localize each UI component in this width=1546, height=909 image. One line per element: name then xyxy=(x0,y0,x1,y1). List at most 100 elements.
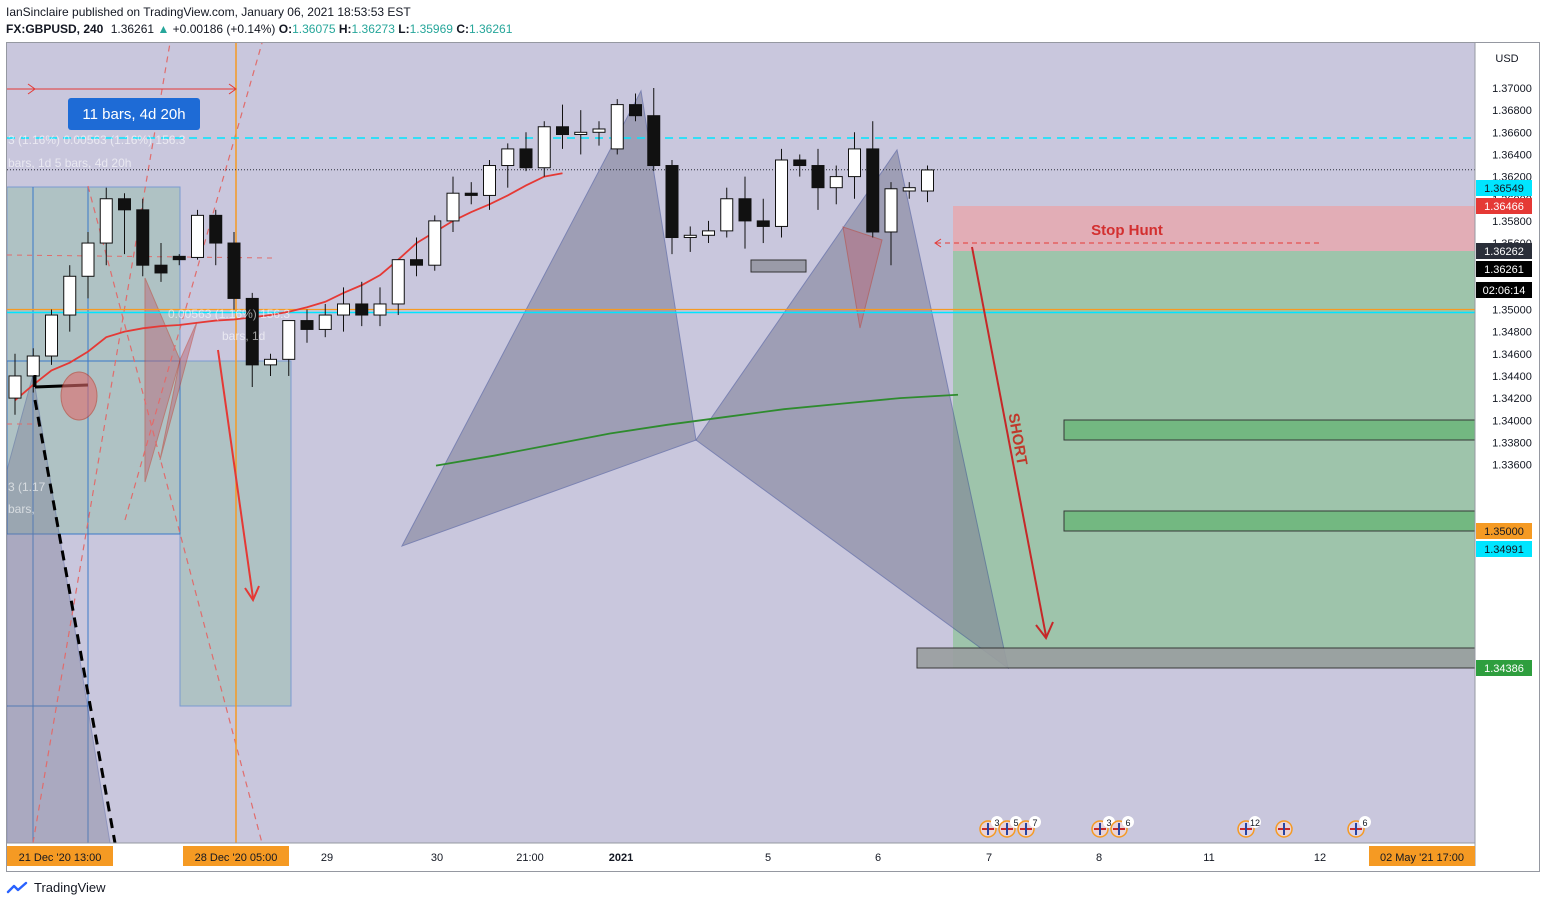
candle[interactable] xyxy=(26,348,40,393)
candle[interactable] xyxy=(464,182,478,205)
candle[interactable] xyxy=(884,182,898,266)
candle[interactable] xyxy=(8,353,22,415)
candle[interactable] xyxy=(245,292,259,388)
price-label[interactable]: 1.36549 xyxy=(1476,180,1532,196)
price-label[interactable]: 1.36261 xyxy=(1476,261,1532,277)
event-count: 6 xyxy=(1125,818,1130,828)
candle[interactable] xyxy=(793,154,807,177)
candle[interactable] xyxy=(373,287,387,327)
price-label[interactable]: 1.36466 xyxy=(1476,198,1532,214)
candle-body xyxy=(355,303,369,316)
candle[interactable] xyxy=(282,320,296,376)
candle-body xyxy=(282,320,296,360)
candle[interactable] xyxy=(172,254,186,266)
faded-measure-label: 3 (1.16%) 0.00563 (1.16%) 156.3 xyxy=(8,133,186,147)
candle[interactable] xyxy=(610,99,624,155)
candle[interactable] xyxy=(775,148,788,238)
candle[interactable] xyxy=(665,159,679,255)
time-highlight-label[interactable]: 28 Dec '20 05:00 xyxy=(183,846,289,866)
candle[interactable] xyxy=(683,226,697,252)
economic-event-marker[interactable] xyxy=(1275,820,1293,838)
price-label[interactable]: 1.35000 xyxy=(1476,523,1532,539)
candle[interactable] xyxy=(902,182,916,199)
candle[interactable] xyxy=(264,353,277,376)
candle[interactable] xyxy=(318,303,332,338)
time-highlight-bg xyxy=(1369,846,1475,866)
candle[interactable] xyxy=(829,165,843,205)
economic-event-marker[interactable]: 6 xyxy=(1347,816,1371,838)
time-highlight-label[interactable]: 21 Dec '20 13:00 xyxy=(7,846,113,866)
candle[interactable] xyxy=(921,165,934,203)
candle[interactable] xyxy=(483,159,496,210)
bars-measure-box[interactable]: 11 bars, 4d 20h xyxy=(68,98,200,130)
candle[interactable] xyxy=(355,281,369,327)
candle[interactable] xyxy=(519,132,533,172)
candle-body xyxy=(172,255,186,261)
candle[interactable] xyxy=(63,265,77,332)
candle-body xyxy=(410,259,423,266)
time-highlight-text: 02 May '21 17:00 xyxy=(1380,852,1464,864)
event-count: 7 xyxy=(1032,818,1037,828)
harmonic-pattern xyxy=(695,148,1009,670)
candle[interactable] xyxy=(537,121,551,177)
candle[interactable] xyxy=(118,193,131,255)
candle[interactable] xyxy=(848,132,861,199)
candle[interactable] xyxy=(191,209,204,260)
event-count: 3 xyxy=(1106,818,1111,828)
candle[interactable] xyxy=(720,187,734,238)
candle[interactable] xyxy=(391,259,405,316)
candle[interactable] xyxy=(866,121,880,238)
candle-body xyxy=(26,355,40,377)
footer[interactable]: TradingView xyxy=(6,880,106,895)
candle[interactable] xyxy=(446,176,460,232)
time-tick-label: 29 xyxy=(321,852,333,864)
economic-event-marker[interactable]: 3 5 7 xyxy=(979,816,1041,838)
candle[interactable] xyxy=(629,93,642,122)
candle[interactable] xyxy=(209,209,223,266)
economic-event-marker[interactable]: 12 xyxy=(1237,816,1261,838)
candle[interactable] xyxy=(702,220,715,244)
candle[interactable] xyxy=(45,309,58,365)
symbol-line: FX:GBPUSD, 240 1.36261 ▲ +0.00186 (+0.14… xyxy=(6,22,512,36)
candle[interactable] xyxy=(154,243,168,282)
candle[interactable] xyxy=(501,143,515,188)
candle[interactable] xyxy=(574,110,588,155)
candle[interactable] xyxy=(227,231,241,310)
candle[interactable] xyxy=(337,287,350,332)
candle[interactable] xyxy=(592,121,606,146)
candle-body xyxy=(702,230,715,236)
candle[interactable] xyxy=(300,309,314,343)
candle[interactable] xyxy=(81,231,95,299)
symbol[interactable]: FX:GBPUSD, 240 xyxy=(6,22,104,36)
candle-body xyxy=(318,314,332,330)
open-value: 1.36075 xyxy=(292,22,336,36)
time-tick-label: 21:00 xyxy=(516,852,544,864)
candle[interactable] xyxy=(99,187,113,266)
price-axis[interactable]: USD 1.370001.368001.366001.364001.362001… xyxy=(1474,43,1532,866)
candle[interactable] xyxy=(556,104,569,149)
candle-body xyxy=(519,148,533,169)
candle[interactable] xyxy=(136,198,150,277)
candle-body xyxy=(592,128,606,133)
candle[interactable] xyxy=(811,148,825,210)
candle[interactable] xyxy=(428,215,442,271)
candle-body xyxy=(775,159,788,227)
candle-body xyxy=(45,314,58,357)
price-label[interactable]: 1.36262 xyxy=(1476,243,1532,259)
candle[interactable] xyxy=(756,198,770,244)
candle[interactable] xyxy=(410,237,423,277)
time-tick-label: 2021 xyxy=(609,852,633,864)
time-tick-label: 6 xyxy=(875,852,881,864)
price-label-bg xyxy=(1476,523,1532,539)
price-label[interactable]: 1.34386 xyxy=(1476,660,1532,676)
price-label[interactable]: 02:06:14 xyxy=(1476,282,1532,298)
candle[interactable] xyxy=(647,88,661,172)
candle-body xyxy=(720,198,734,232)
time-axis[interactable]: 29 30 21:00 2021 5 6 7 8 11 12 21 Dec '20 13:00 28 … xyxy=(7,842,1475,866)
price-label[interactable]: 1.34991 xyxy=(1476,541,1532,557)
candle[interactable] xyxy=(738,176,752,249)
time-highlight-label[interactable]: 02 May '21 17:00 xyxy=(1369,846,1475,866)
measure-arrowhead xyxy=(27,83,36,95)
